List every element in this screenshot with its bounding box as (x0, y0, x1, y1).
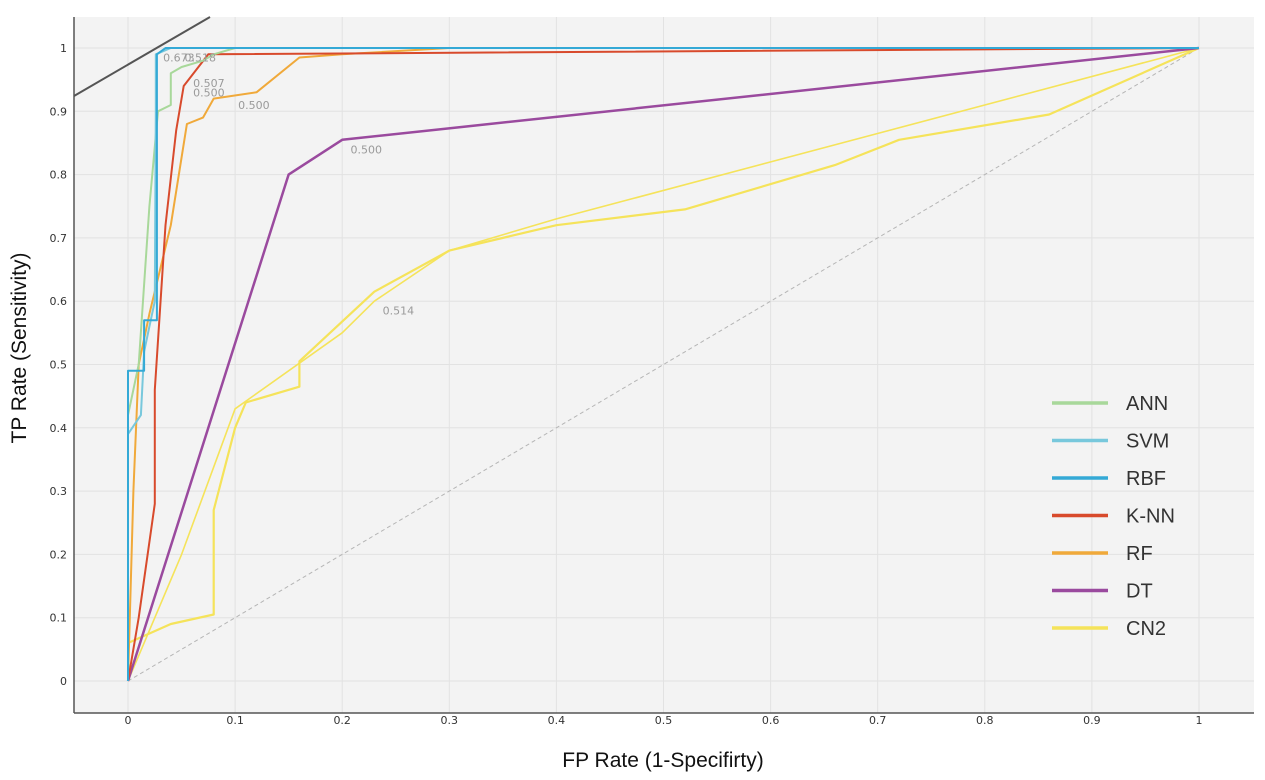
legend-label-svm: SVM (1126, 431, 1169, 453)
y-tick-label: 0.1 (50, 612, 68, 625)
x-tick-label: 0.1 (226, 714, 244, 727)
legend-label-cn2: CN2 (1126, 618, 1166, 640)
legend-label-rf: RF (1126, 543, 1153, 565)
y-tick-label: 0 (60, 675, 67, 688)
legend: ANN SVM RBF K-NN RF DT CN2 (1052, 393, 1175, 640)
threshold-label: 0.507 (193, 77, 225, 90)
legend-label-ann: ANN (1126, 393, 1168, 415)
series-dt-line (126, 46, 1200, 682)
series-cn2-line (127, 46, 1200, 645)
x-axis-title: FP Rate (1-Specifirty) (562, 749, 764, 772)
y-tick-label: 0.5 (50, 359, 68, 372)
threshold-label: 0.518 (185, 51, 217, 64)
series-svm-line (127, 47, 1199, 681)
legend-label-dt: DT (1126, 581, 1153, 603)
x-tick-label: 0.5 (655, 714, 673, 727)
x-tick-label: 0.4 (548, 714, 566, 727)
tick-labels: 0 0.1 0.2 0.3 0.4 0.5 0.6 0.7 0.8 0.9 1 0 0.1 0.2 0.3 0… (50, 42, 1203, 727)
x-tick-label: 0.7 (869, 714, 887, 727)
threshold-label: 0.673 (163, 51, 195, 64)
y-tick-label: 0.9 (50, 105, 68, 118)
legend-label-rbf: RBF (1126, 468, 1166, 490)
y-tick-label: 0.7 (50, 232, 68, 245)
threshold-label: 0.514 (383, 305, 415, 318)
x-tick-label: 0.2 (333, 714, 351, 727)
diagonal-reference-line (127, 47, 1200, 682)
y-tick-label: 0.4 (50, 422, 68, 435)
series-k-nn-line (127, 47, 1200, 682)
threshold-label: 0.500 (238, 99, 270, 112)
x-tick-label: 0.9 (1083, 714, 1101, 727)
y-axis-title: TP Rate (Sensitivity) (8, 253, 31, 444)
threshold-label: 0.500 (193, 86, 225, 99)
x-tick-label: 0.3 (441, 714, 459, 727)
y-tick-label: 0.8 (50, 169, 68, 182)
x-tick-label: 0.8 (976, 714, 994, 727)
threshold-label: 0.500 (351, 143, 383, 156)
series-lines (126, 46, 1200, 682)
x-tick-label: 0.6 (762, 714, 780, 727)
y-tick-label: 0.6 (50, 295, 68, 308)
iso-performance-line (73, 16, 211, 97)
series-rbf-line (127, 47, 1199, 681)
y-tick-label: 0.3 (50, 485, 68, 498)
legend-label-k-nn: K-NN (1126, 506, 1175, 528)
series-cn2-line-b (127, 47, 1200, 682)
y-tick-label: 0.2 (50, 548, 68, 561)
x-tick-label: 0 (125, 714, 132, 727)
series-ann-line (127, 47, 1199, 681)
y-tick-label: 1 (60, 42, 67, 55)
x-tick-label: 1 (1196, 714, 1203, 727)
